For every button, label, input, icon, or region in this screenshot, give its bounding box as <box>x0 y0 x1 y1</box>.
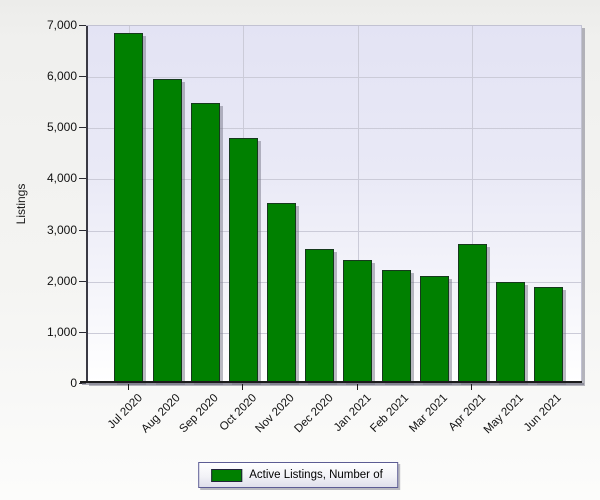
y-tick-7000 <box>79 25 86 26</box>
x-tick-apr-2021 <box>471 384 473 390</box>
bar-apr-2021 <box>457 243 487 382</box>
y-tick-2000 <box>79 280 86 282</box>
bar-jun-2021 <box>534 287 564 382</box>
bar-sep-2020 <box>190 102 220 382</box>
y-tick-5000 <box>79 127 86 129</box>
x-tick-oct-2020 <box>242 384 244 390</box>
x-label-aug-2020: Aug 2020 <box>139 392 183 436</box>
x-label-feb-2021: Feb 2021 <box>368 392 412 435</box>
v-gridline-jan-2021 <box>357 26 359 382</box>
y-tick-label-7000: 7,000 <box>46 18 77 32</box>
x-label-dec-2020: Dec 2020 <box>291 392 336 436</box>
x-label-jul-2020: Jul 2020 <box>105 392 145 432</box>
bar-nov-2020 <box>267 203 297 382</box>
y-axis-line <box>86 26 88 382</box>
bar-dec-2020 <box>305 248 335 382</box>
y-tick-label-0: 0 <box>70 376 77 390</box>
h-gridline-5000 <box>87 128 581 130</box>
bar-oct-2020 <box>228 138 258 382</box>
legend-swatch-green <box>211 468 243 482</box>
bar-jul-2020 <box>114 33 144 382</box>
y-tick-label-6000: 6,000 <box>46 69 77 84</box>
y-tick-1000 <box>79 331 86 333</box>
legend-label: Active Listings, Number of <box>249 469 383 481</box>
h-gridline-3000 <box>87 230 581 232</box>
x-label-oct-2020: Oct 2020 <box>217 392 259 434</box>
x-label-nov-2020: Nov 2020 <box>253 392 298 436</box>
bar-may-2021 <box>496 281 525 382</box>
x-label-mar-2021: Mar 2021 <box>406 392 450 435</box>
legend: Active Listings, Number of <box>198 462 398 488</box>
y-tick-0 <box>79 383 86 384</box>
bar-mar-2021 <box>419 275 449 382</box>
bar-jan-2021 <box>343 260 373 382</box>
bar-feb-2021 <box>381 269 411 382</box>
v-gridline-apr-2021 <box>472 26 474 382</box>
y-tick-3000 <box>79 229 86 231</box>
y-tick-label-1000: 1,000 <box>46 324 77 339</box>
y-tick-label-5000: 5,000 <box>46 120 77 135</box>
x-label-may-2021: May 2021 <box>481 392 527 437</box>
bar-aug-2020 <box>152 78 182 382</box>
x-tick-jan-2021 <box>356 384 358 390</box>
y-tick-label-3000: 3,000 <box>46 222 77 237</box>
x-axis-line <box>80 381 582 383</box>
plot-area <box>80 25 582 383</box>
x-label-sep-2020: Sep 2020 <box>177 392 221 436</box>
h-gridline-4000 <box>87 179 581 181</box>
x-tick-jul-2020 <box>127 384 129 390</box>
y-tick-label-2000: 2,000 <box>46 273 77 288</box>
y-tick-4000 <box>79 178 86 180</box>
y-tick-6000 <box>79 76 86 78</box>
x-label-jan-2021: Jan 2021 <box>331 392 374 434</box>
y-axis-title: Listings <box>14 183 28 225</box>
h-gridline-6000 <box>87 77 581 79</box>
y-tick-label-4000: 4,000 <box>46 171 77 186</box>
x-label-jun-2021: Jun 2021 <box>522 392 565 434</box>
